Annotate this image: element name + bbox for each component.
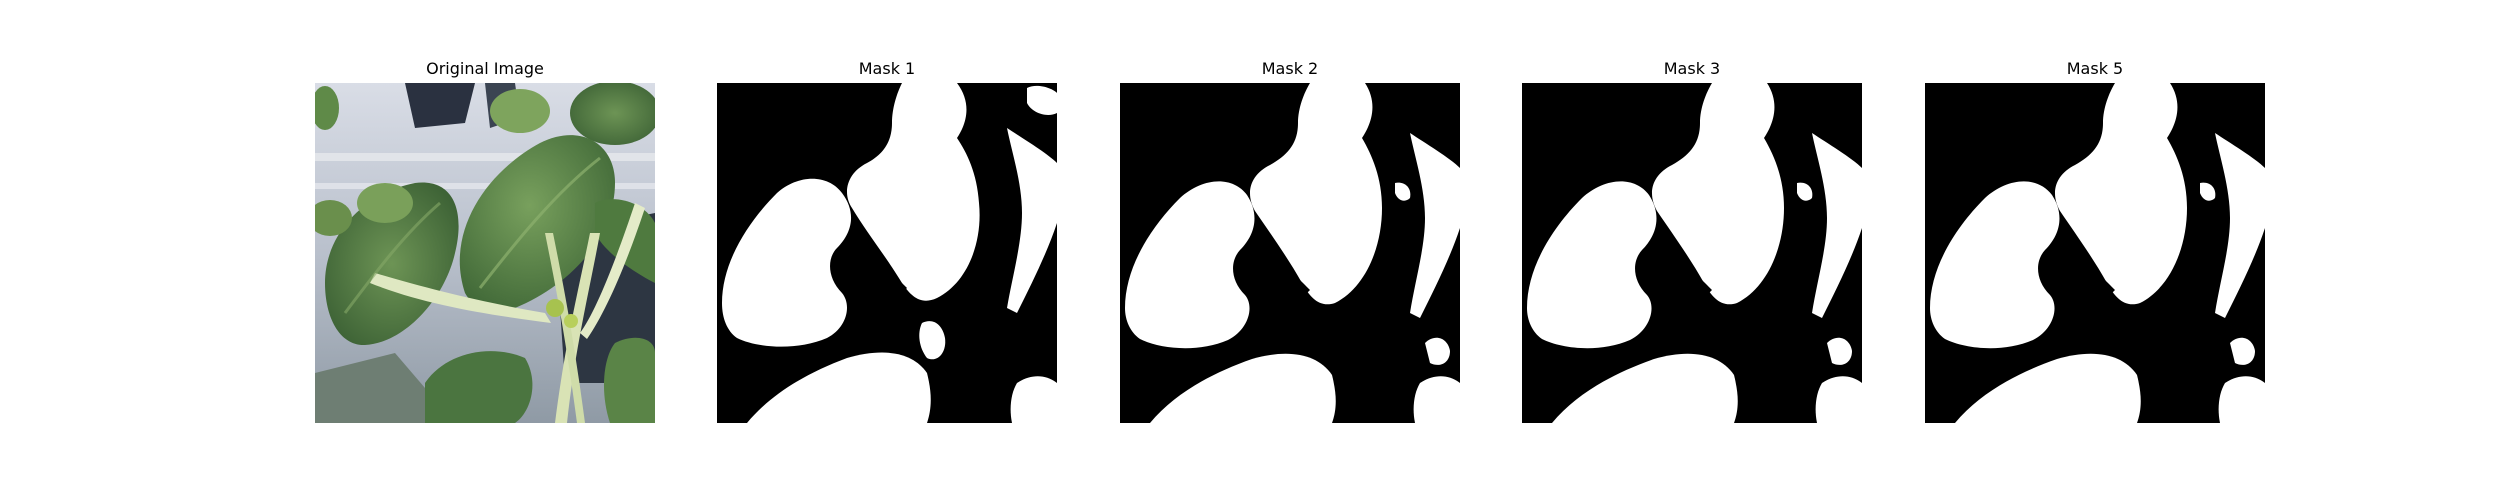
leaf xyxy=(490,89,550,133)
panel-title: Mask 3 xyxy=(1663,59,1721,78)
original-image xyxy=(315,83,655,423)
dark-panel-shape xyxy=(315,353,455,423)
bud xyxy=(564,314,578,328)
stem xyxy=(545,233,585,423)
leaf xyxy=(425,351,533,423)
mask-region xyxy=(2230,337,2255,365)
mask-region xyxy=(1413,376,1460,423)
mask-3-image xyxy=(1522,83,1862,423)
mask-region xyxy=(1930,181,2060,349)
mask-hole xyxy=(1265,255,1310,300)
leaf xyxy=(315,200,352,236)
mask-region xyxy=(1410,133,1460,318)
panel-mask-3: Mask 3 xyxy=(1522,58,1862,428)
panel-title: Mask 2 xyxy=(1261,59,1319,78)
mask-region xyxy=(722,178,852,347)
bud xyxy=(546,299,564,317)
panel-title: Mask 1 xyxy=(858,59,916,78)
mask-region xyxy=(1827,337,1852,365)
mask-region xyxy=(1395,182,1411,201)
mask-region xyxy=(1425,337,1450,365)
leaf xyxy=(357,183,413,223)
panel-mask-5: Mask 5 xyxy=(1925,58,2265,428)
panel-original-image: Original Image xyxy=(315,58,655,428)
mask-1-image xyxy=(717,83,1057,423)
leaf xyxy=(570,83,655,145)
panel-title: Original Image xyxy=(426,59,544,78)
mask-region xyxy=(2218,376,2265,423)
stem xyxy=(370,273,551,323)
mask-region xyxy=(1007,128,1057,313)
leaf-vein xyxy=(343,201,441,314)
mask-region xyxy=(1815,376,1862,423)
mask-region xyxy=(1652,83,1784,305)
mask-region xyxy=(747,352,931,423)
mask-region xyxy=(1812,133,1862,318)
mask-region xyxy=(1797,182,1813,201)
mask-hole xyxy=(862,253,907,298)
mask-region xyxy=(1150,353,1336,423)
stem xyxy=(555,233,600,423)
mask-region xyxy=(1250,83,1382,305)
mask-region xyxy=(1125,181,1255,349)
mask-image xyxy=(1120,83,1460,423)
stem xyxy=(580,203,645,339)
mask-region xyxy=(847,83,980,301)
mask-hole xyxy=(2070,255,2115,300)
light-band xyxy=(315,183,655,189)
mask-image xyxy=(1925,83,2265,423)
plant-photo xyxy=(315,83,655,423)
mask-region xyxy=(1027,85,1057,115)
mask-region xyxy=(2200,182,2216,201)
panel-mask-2: Mask 2 xyxy=(1120,58,1460,428)
mask-region xyxy=(1955,353,2141,423)
leaf xyxy=(325,182,459,346)
mask-region xyxy=(2215,133,2265,318)
mask-2-image xyxy=(1120,83,1460,423)
mask-region xyxy=(2055,83,2187,305)
light-band xyxy=(315,153,655,161)
mask-image xyxy=(717,83,1057,423)
mask-region xyxy=(919,321,946,360)
dark-panel-shape xyxy=(405,83,475,128)
mask-region xyxy=(1527,181,1657,349)
mask-hole xyxy=(1667,255,1712,300)
panel-title: Mask 5 xyxy=(2066,59,2124,78)
panel-mask-1: Mask 1 xyxy=(717,58,1057,428)
leaf-vein xyxy=(478,156,601,289)
leaf xyxy=(603,337,655,423)
leaf xyxy=(315,86,339,130)
mask-image xyxy=(1522,83,1862,423)
mask-region xyxy=(1552,353,1738,423)
mask-5-image xyxy=(1925,83,2265,423)
mask-region xyxy=(1010,376,1057,423)
